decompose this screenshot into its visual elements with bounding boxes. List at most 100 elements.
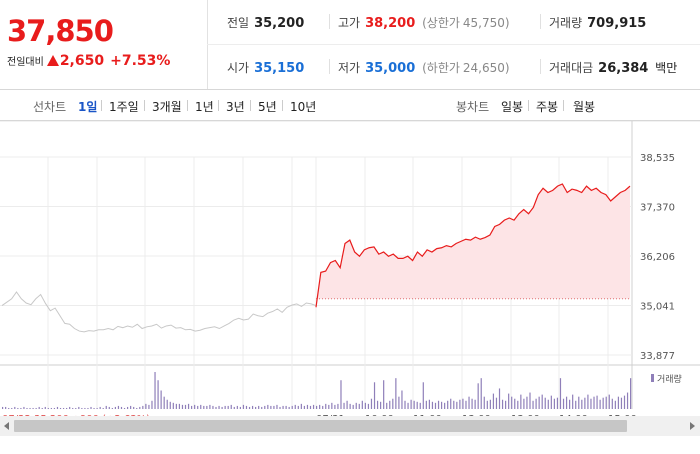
current-price: 37,850 [7,14,114,48]
volume-bar [300,403,302,409]
volume-bar [175,403,177,409]
volume-bar [17,407,19,409]
volume-bar [419,402,421,409]
volume-bar [236,405,238,409]
period-10y-button[interactable]: 10년 [290,100,317,114]
period-3m-button[interactable]: 3개월 [152,100,182,114]
volume-bar [108,406,110,409]
trade-value-unit: 백만 [655,61,678,75]
volume-bar [322,405,324,409]
volume-bar [535,398,537,409]
volume-bar [505,400,507,409]
volume-bar [523,398,525,409]
volume-bar [212,405,214,409]
volume-bar [389,400,391,409]
volume-bar [529,392,531,409]
volume-bar [343,402,345,409]
period-5y-button[interactable]: 5년 [258,100,277,114]
volume-bar [282,405,284,409]
volume-bar [66,407,68,409]
candle-weekly-button[interactable]: 주봉 [536,100,559,114]
volume-bar [541,394,543,409]
volume-bar [380,401,382,409]
volume-bar [203,405,205,409]
volume-bar [32,407,34,409]
volume-bar [602,397,604,409]
scroll-left-arrow-icon[interactable] [4,422,9,430]
volume-bar [72,407,74,409]
volume-bar [248,406,251,409]
y-tick-label: 36,206 [640,252,675,263]
volume-bar [111,407,113,409]
volume-bar [56,406,59,409]
period-1y-button[interactable]: 1년 [195,100,214,114]
volume-value: 709,915 [587,16,647,31]
volume-bar [157,380,159,409]
volume-bar [520,394,522,409]
volume-bar [227,405,229,409]
lower-limit-label: (하한가 [422,61,460,75]
scroll-right-arrow-icon[interactable] [690,422,695,430]
volume-bar [456,401,458,409]
candle-daily-button[interactable]: 일봉 [501,100,524,114]
volume-bar [422,382,424,409]
today-price-series [315,183,631,308]
volume-bar [614,400,616,409]
period-3y-button[interactable]: 3년 [226,100,245,114]
volume-bar [550,395,552,409]
y-tick-label: 33,877 [640,351,675,362]
low-label: 저가 [338,61,361,75]
volume-bar [364,402,366,409]
volume-bar [450,398,452,409]
today-line [315,183,631,308]
volume-bar [337,403,339,409]
volume-bar [90,406,92,409]
volume-bar [410,399,412,409]
volume-bar [130,405,132,409]
volume-bar [471,398,473,409]
volume-bar [224,405,226,409]
volume-bar [218,405,220,409]
candle-monthly-button[interactable]: 월봉 [573,100,596,114]
volume-bar [75,407,77,409]
volume-bar [462,398,464,409]
scrollbar-thumb[interactable] [14,420,627,432]
divider [144,100,145,111]
volume-bar [498,388,501,409]
volume-bar [459,399,461,409]
period-1d-button[interactable]: 1일 [78,100,98,114]
volume-bar [117,405,120,409]
volume-bar [553,398,555,409]
volume-bar [407,402,409,409]
volume-bar [383,380,385,409]
volume-bar [84,407,86,409]
volume-bar [99,406,101,409]
period-1w-button[interactable]: 1주일 [109,100,139,114]
change-amount: 2,650 [59,53,105,69]
volume-bar [20,407,22,409]
volume-bar [87,407,89,409]
volume-bar [398,396,400,409]
y-tick-label: 38,535 [640,153,675,164]
low-value: 35,000 [365,61,416,76]
upper-limit-label: (상한가 [422,16,460,30]
volume-bar [136,407,138,409]
volume-bar [26,407,28,409]
summary-row-1: 전일 35,200 고가 38,200 (상한가 45,750) 거래량 709,915 [207,0,700,45]
volume-bar [251,405,254,409]
volume-bar [142,405,144,409]
volume-bar [578,396,580,409]
volume-bar [96,407,98,409]
scrollbar[interactable] [0,416,700,436]
prev-day-series [1,291,317,333]
summary-row-2: 시가 35,150 저가 35,000 (하한가 24,650) 거래대금 26,384… [207,45,700,89]
divider [101,100,102,111]
line-chart-label: 선차트 [33,100,67,114]
volume-bar [392,398,394,409]
volume-bar [62,407,65,409]
volume-bar [291,405,293,409]
volume-bar [547,399,549,409]
volume-bar [440,401,443,409]
volume-bar [477,383,479,409]
